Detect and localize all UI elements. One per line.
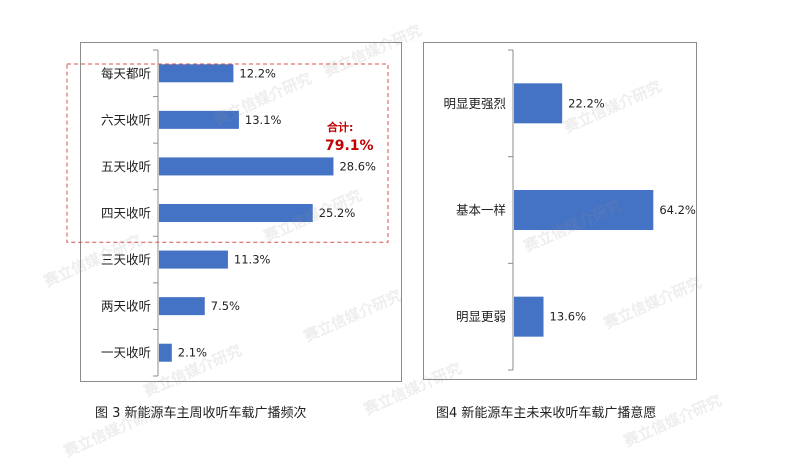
chart-1-category-label: 五天收听 xyxy=(101,159,151,174)
chart-2-bar xyxy=(514,83,563,124)
chart-2-value-label: 64.2% xyxy=(659,203,696,217)
chart-1-category-label: 每天都听 xyxy=(101,66,151,81)
total-label: 合计: xyxy=(327,120,353,134)
chart-1-bar xyxy=(159,64,234,83)
chart-2-caption: 图4 新能源车主未来收听车载广播意愿 xyxy=(436,406,657,421)
chart-1-category-label: 三天收听 xyxy=(101,252,151,267)
chart-1-category-label: 六天收听 xyxy=(101,112,151,127)
chart-1-bar xyxy=(159,204,313,222)
chart-1-bar xyxy=(159,110,239,129)
chart-1-category-label: 一天收听 xyxy=(101,345,151,360)
chart-2-value-label: 13.6% xyxy=(550,310,587,324)
chart-1-value-label: 12.2% xyxy=(239,66,276,80)
chart-1-bar xyxy=(159,157,334,176)
chart-2-bar xyxy=(514,296,544,337)
chart-1-bar xyxy=(159,297,205,316)
chart-1-value-label: 25.2% xyxy=(319,206,356,220)
chart-2-category-label: 明显更强烈 xyxy=(443,96,506,111)
chart-2-bar xyxy=(514,190,654,230)
chart-2-category-label: 明显更弱 xyxy=(456,309,506,324)
chart-1-value-label: 11.3% xyxy=(234,253,271,267)
chart-1-value-label: 13.1% xyxy=(245,113,282,127)
chart-1-value-label: 2.1% xyxy=(178,346,207,360)
chart-1-value-label: 28.6% xyxy=(339,159,376,173)
chart-1-value-label: 7.5% xyxy=(211,299,240,313)
chart-1-caption: 图 3 新能源车主周收听车载广播频次 xyxy=(95,406,307,421)
chart-1-bar xyxy=(159,250,228,269)
chart-2-value-label: 22.2% xyxy=(568,96,605,110)
chart-2-category-label: 基本一样 xyxy=(456,203,506,218)
chart-1-category-label: 四天收听 xyxy=(101,206,151,221)
chart-1-category-label: 两天收听 xyxy=(101,299,151,314)
highlight-box xyxy=(66,63,389,243)
chart-1-bar xyxy=(159,343,172,362)
total-value: 79.1% xyxy=(325,138,374,154)
